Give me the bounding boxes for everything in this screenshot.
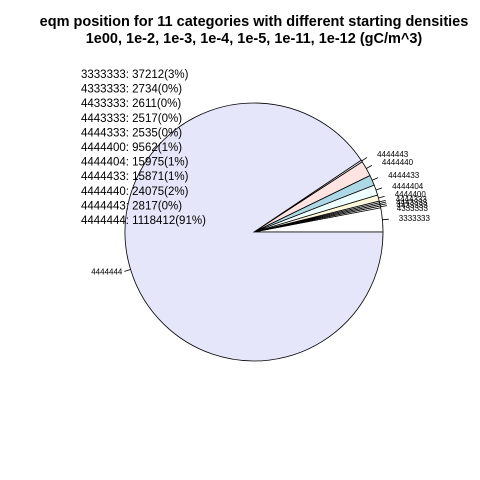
pie-slice-4444444	[124, 102, 384, 362]
legend-entry: 4444444: 1118412(91%)	[81, 215, 206, 227]
leader-line-4444440	[366, 165, 373, 169]
pie-slices	[124, 102, 384, 362]
slice-label-4444333: 4444333	[396, 195, 428, 204]
slice-labels: 3333333433333344333334443333444433344444…	[91, 150, 430, 276]
leader-line-4444444	[124, 269, 131, 272]
legend-entry: 3333333: 37212(3%)	[81, 69, 189, 81]
leader-line-4444443	[361, 157, 368, 162]
legend-entry: 4444443: 2817(0%)	[81, 200, 182, 212]
legend-entry: 4444433: 15871(1%)	[81, 171, 189, 183]
leader-line-4433333	[380, 203, 387, 206]
legend-entry: 4444333: 2535(0%)	[81, 127, 182, 139]
leader-line-4444400	[378, 195, 385, 199]
legend-entry: 4443333: 2517(0%)	[81, 113, 182, 125]
legend-entry: 4444440: 24075(2%)	[81, 186, 189, 198]
slice-label-4443333: 4443333	[396, 198, 428, 207]
slice-label-3333333: 3333333	[399, 214, 431, 223]
leader-line-4333333	[380, 205, 387, 208]
slice-label-4444400: 4444400	[395, 190, 427, 199]
slice-label-4433333: 4433333	[397, 201, 429, 210]
chart-subtitle: 1e00, 1e-2, 1e-3, 1e-4, 1e-5, 1e-11, 1e-…	[86, 31, 423, 47]
chart-title: eqm position for 11 categories with diff…	[40, 14, 469, 30]
leader-line-4444333	[379, 199, 386, 203]
legend: 3333333: 37212(3%) 4333333: 2734(0%) 44333…	[81, 69, 206, 227]
leader-line-4444433	[372, 177, 379, 181]
slice-label-4444444: 4444444	[91, 267, 123, 276]
slice-label-4444440: 4444440	[382, 158, 414, 167]
slice-label-4444443: 4444443	[377, 150, 409, 159]
slice-label-4444404: 4444404	[392, 182, 424, 191]
legend-entry: 4433333: 2611(0%)	[81, 98, 181, 110]
leader-line-3333333	[382, 218, 389, 221]
leader-line-4444404	[375, 187, 383, 191]
slice-label-4333333: 4333333	[397, 204, 429, 213]
legend-entry: 4333333: 2734(0%)	[81, 84, 182, 96]
legend-entry: 4444400: 9562(1%)	[81, 142, 182, 154]
slice-label-4444433: 4444433	[388, 171, 420, 180]
legend-entry: 4444404: 15975(1%)	[81, 157, 189, 169]
leader-line-4443333	[379, 201, 387, 204]
